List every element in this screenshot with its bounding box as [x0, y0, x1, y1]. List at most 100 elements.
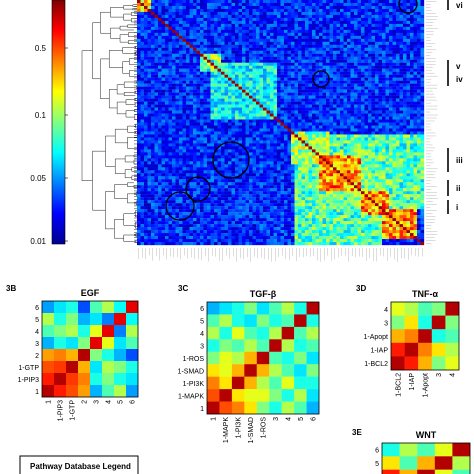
heatmap-cell: [434, 469, 453, 474]
cluster-band-label: v: [456, 62, 461, 71]
heatmap-cell: [66, 313, 79, 326]
heatmap-cell: [281, 401, 295, 415]
panel-3d: 3D TNF-α 4 3 1-Apopt 1-IAP 1-BCL2 1-BCL2 1-IAP 1-…: [356, 284, 460, 398]
heatmap-cell: [256, 339, 270, 352]
heatmap-cell: [90, 301, 103, 314]
heatmap-cell: [281, 351, 295, 365]
heatmap-cell: [66, 301, 79, 314]
heatmap-cell: [114, 301, 127, 314]
heatmap-cell: [306, 401, 320, 415]
heatmap-cell: [54, 325, 67, 338]
heatmap-cell: [219, 364, 233, 377]
heatmap-cell: [78, 325, 91, 338]
heatmap-cell: [42, 385, 55, 398]
heatmap-cell: [207, 339, 220, 352]
heatmap-cell: [452, 443, 471, 457]
heatmap-frame: [41, 300, 139, 398]
heatmap-cell: [256, 364, 270, 377]
heatmap-cell: [445, 356, 460, 371]
column-label: 5: [298, 417, 305, 421]
panel-label: 3E: [352, 428, 362, 437]
heatmap-cell: [269, 326, 282, 340]
heatmap-cell: [90, 385, 103, 398]
panel-3c: 3C TGF-β 6 5 4 3 1-ROS 1-SMAD 1-PI3K 1-MAPK 1 1 1-MA…: [178, 284, 320, 443]
heatmap-cell: [269, 351, 282, 365]
heatmap-cell: [54, 349, 67, 362]
cluster-band-label: i: [456, 203, 458, 212]
row-label: 5: [35, 317, 39, 324]
heatmap-cell: [244, 376, 257, 390]
row-label: 1-SMAD: [178, 368, 204, 375]
heatmap-cell: [294, 302, 307, 315]
similarity-matrix: [137, 0, 425, 246]
cluster-circle: [165, 191, 195, 221]
heatmap-frame: [381, 442, 471, 474]
heatmap-cell: [417, 456, 435, 470]
panel-label: 3D: [356, 284, 366, 293]
panel-title: EGF: [81, 288, 100, 298]
heatmap-cell: [219, 326, 233, 340]
heatmap-cell: [306, 314, 320, 328]
column-label: 4: [106, 400, 113, 404]
row-label: 3: [384, 320, 388, 327]
row-label: 6: [375, 448, 379, 455]
heatmap-cell: [102, 373, 115, 386]
row-label: 1-PI3K: [183, 381, 205, 388]
heatmap-cell: [382, 456, 400, 470]
row-label: 1-ROS: [183, 356, 205, 363]
heatmap-cell: [294, 314, 307, 328]
column-label: 1: [211, 417, 218, 421]
heatmap-cell: [42, 337, 55, 350]
cluster-band-label: iii: [456, 156, 463, 165]
row-label: 3: [200, 344, 204, 351]
heatmap-cell: [294, 364, 307, 377]
heatmap-cell: [207, 302, 220, 315]
legend-box: [19, 455, 139, 474]
heatmap-cell: [114, 325, 127, 338]
heatmap-cell: [445, 342, 460, 357]
cluster-circle: [185, 176, 211, 202]
row-label: 4: [200, 331, 204, 338]
heatmap-cell: [114, 313, 127, 326]
heatmap-cell: [114, 349, 127, 362]
heatmap-cell: [219, 351, 233, 365]
heatmap-cell: [269, 376, 282, 390]
heatmap-cell: [244, 389, 257, 402]
heatmap-cell: [404, 329, 419, 343]
heatmap-cell: [207, 326, 220, 340]
heatmap-cell: [404, 342, 419, 357]
heatmap-cell: [78, 301, 91, 314]
heatmap-cell: [231, 389, 245, 402]
heatmap-cell: [78, 337, 91, 350]
heatmap-cell: [306, 351, 320, 365]
heatmap-cell: [90, 313, 103, 326]
column-label: 1-GTP: [70, 400, 77, 421]
panel-label: 3B: [6, 284, 16, 293]
heatmap-cell: [391, 315, 405, 330]
heatmap-cell: [207, 351, 220, 365]
heatmap-cell: [256, 401, 270, 415]
heatmap-cell: [431, 302, 446, 316]
heatmap-cell: [90, 349, 103, 362]
row-label: 1-BCL2: [364, 361, 388, 368]
heatmap-cell: [431, 356, 446, 371]
heatmap-cell: [404, 302, 419, 316]
column-label: 1-Apopt: [423, 373, 430, 398]
heatmap-cell: [102, 301, 115, 314]
heatmap-cell: [102, 361, 115, 374]
heatmap-cell: [244, 302, 257, 315]
heatmap-cell: [102, 385, 115, 398]
column-label: 4: [285, 417, 292, 421]
heatmap-cell: [244, 314, 257, 328]
panel-3e: 3EWNT654: [352, 428, 471, 474]
heatmap-cell: [42, 373, 55, 386]
heatmap-cell: [391, 356, 405, 371]
heatmap-cell: [256, 326, 270, 340]
column-label: 2: [82, 400, 89, 404]
heatmap-cell: [54, 361, 67, 374]
heatmap-cell: [391, 302, 405, 316]
cluster-circle: [212, 141, 250, 179]
matrix-label-strips: [138, 1, 438, 262]
legend-title: Pathway Database Legend: [30, 462, 131, 471]
heatmap-cell: [54, 373, 67, 386]
